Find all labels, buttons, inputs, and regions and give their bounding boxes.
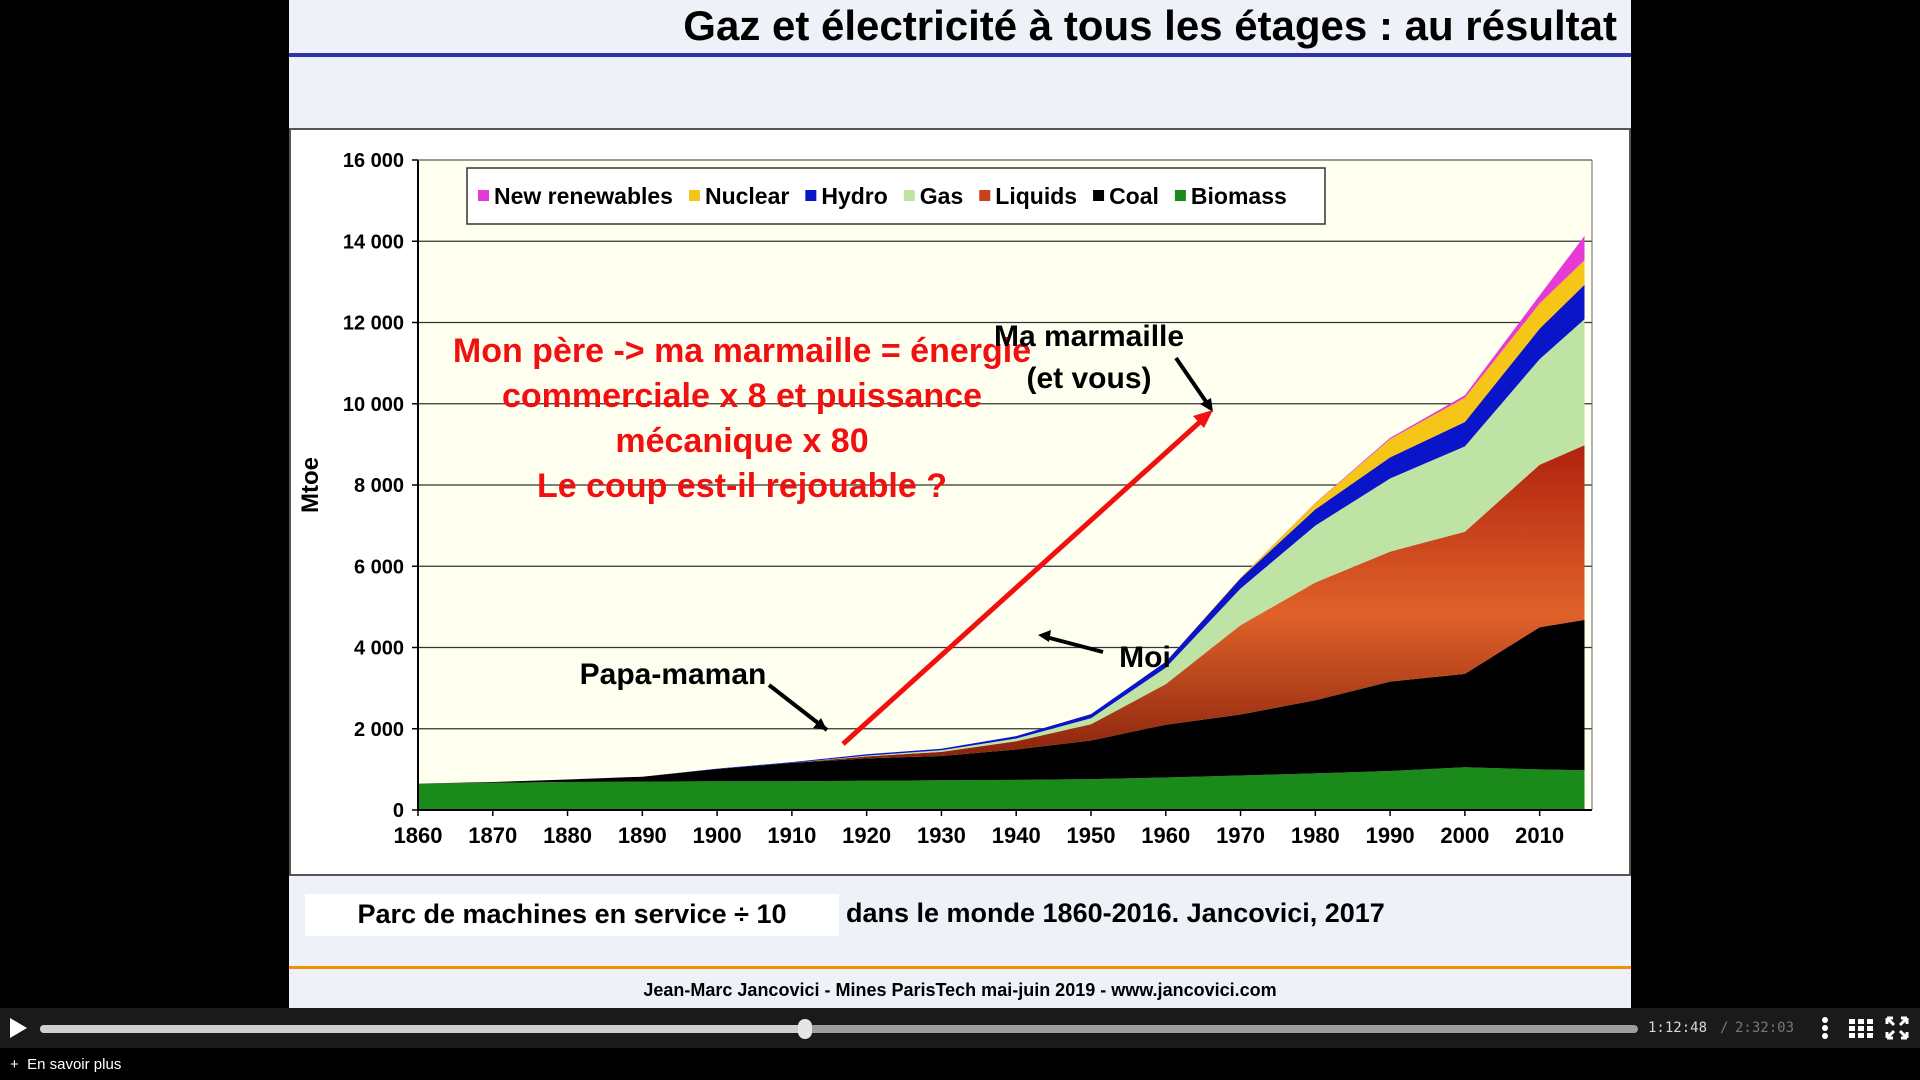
slide-title: Gaz et électricité à tous les étages : a… (683, 2, 1617, 49)
arrow-moi (1045, 635, 1104, 654)
current-time: 1:12:48 (1648, 1020, 1708, 1036)
label-papa-maman: Papa-maman (580, 658, 767, 691)
x-tick-label: 1900 (693, 823, 742, 848)
caption-text: dans le monde 1860-2016. Jancovici, 2017 (846, 898, 1385, 928)
arrow-papa (767, 683, 829, 732)
red-growth-arrowhead (1193, 410, 1213, 428)
annotations: Mon père -> ma marmaille = énergie commer… (453, 320, 1213, 746)
red-annotation-line: mécanique x 80 (615, 422, 868, 460)
y-axis-label: Mtoe (297, 457, 324, 513)
red-growth-arrow (841, 419, 1203, 746)
legend-swatch (478, 190, 489, 201)
y-tick-label: 8 000 (354, 475, 404, 497)
plus-icon: + (10, 1056, 19, 1073)
time-separator: / (1720, 1020, 1729, 1036)
stacked-areas (418, 236, 1585, 810)
legend-swatch (903, 190, 915, 201)
legend-label: Liquids (995, 183, 1077, 209)
y-tick-label: 0 (393, 800, 404, 822)
y-tick-label: 2 000 (354, 719, 404, 741)
footer-divider (289, 966, 1631, 969)
y-tick-label: 16 000 (343, 150, 404, 172)
area-coal (418, 619, 1585, 784)
fullscreen-icon[interactable] (1884, 1015, 1910, 1041)
legend-swatch (1174, 190, 1186, 201)
legend-swatch (979, 190, 991, 201)
learn-more-label: En savoir plus (27, 1056, 122, 1073)
progress-bar[interactable] (40, 1019, 1638, 1039)
x-tick-label: 1970 (1216, 823, 1265, 848)
x-tick-label: 1930 (917, 823, 966, 848)
area-biomass (418, 767, 1585, 810)
learn-more-link[interactable]: + En savoir plus (10, 1056, 121, 1073)
legend-label: New renewables (494, 183, 673, 209)
legend-label: Nuclear (705, 183, 789, 209)
red-annotation-line: Mon père -> ma marmaille = énergie (453, 332, 1031, 370)
x-tick-label: 2000 (1440, 823, 1489, 848)
y-tick-label: 12 000 (343, 313, 404, 335)
x-tick-label: 1960 (1141, 823, 1190, 848)
progress-scrubber[interactable] (798, 1019, 813, 1039)
arrow-marmaille (1174, 356, 1211, 408)
legend: New renewables Nuclear Hydro Gas Liquids Coal… (466, 167, 1326, 225)
red-annotation-line: commerciale x 8 et puissance (502, 377, 982, 415)
label-marmaille: (et vous) (1026, 362, 1151, 395)
bottom-bar: + En savoir plus (0, 1048, 1920, 1080)
y-tick-label: 6 000 (354, 556, 404, 578)
arrowhead-moi (1038, 630, 1051, 642)
energy-chart: 0 2 000 4 000 6 000 8 000 10 000 12 000 14 000 1… (297, 150, 1593, 848)
y-tick-label: 14 000 (343, 231, 404, 253)
legend-label: Biomass (1191, 183, 1287, 209)
x-tick-label: 1880 (543, 823, 592, 848)
area-gas (418, 319, 1585, 784)
x-tick-label: 1910 (767, 823, 816, 848)
x-tick-label: 1980 (1291, 823, 1340, 848)
arrowhead-papa (813, 718, 827, 730)
legend-label: Hydro (821, 183, 887, 209)
x-tick-label: 2010 (1515, 823, 1564, 848)
x-tick-label: 1890 (618, 823, 667, 848)
axes: 0 2 000 4 000 6 000 8 000 10 000 12 000 14 000 1… (297, 150, 1593, 848)
label-moi: Moi (1119, 641, 1171, 674)
legend-label: Coal (1109, 183, 1159, 209)
y-tick-label: 10 000 (343, 394, 404, 416)
area-liquids (418, 445, 1585, 784)
x-tick-label: 1860 (394, 823, 443, 848)
player-controls: 1:12:48 / 2:32:03 (0, 1008, 1920, 1048)
x-tick-label: 1950 (1067, 823, 1116, 848)
chart-frame: 0 2 000 4 000 6 000 8 000 10 000 12 000 14 000 1… (289, 128, 1631, 876)
legend-swatch (805, 190, 817, 201)
play-icon[interactable] (6, 1016, 30, 1040)
y-tick-label: 4 000 (354, 638, 404, 660)
slide: Gaz et électricité à tous les étages : a… (289, 0, 1631, 1008)
label-marmaille: Ma marmaille (994, 320, 1184, 353)
more-vertical-icon[interactable] (1812, 1015, 1838, 1041)
red-annotation-line: Le coup est-il rejouable ? (537, 467, 947, 505)
legend-swatch (1093, 190, 1105, 201)
legend-swatch (688, 190, 700, 201)
legend-label: Gas (920, 183, 963, 209)
x-tick-label: 1990 (1366, 823, 1415, 848)
total-time: 2:32:03 (1735, 1020, 1795, 1036)
caption-box: Parc de machines en service ÷ 10 (305, 894, 839, 936)
x-tick-label: 1870 (468, 823, 517, 848)
arrowhead-marmaille (1200, 398, 1213, 412)
x-tick-label: 1940 (992, 823, 1041, 848)
progress-played (40, 1025, 806, 1033)
chapters-grid-icon[interactable] (1848, 1015, 1874, 1041)
title-divider (289, 53, 1631, 57)
x-tick-label: 1920 (842, 823, 891, 848)
slide-footer: Jean-Marc Jancovici - Mines ParisTech ma… (643, 980, 1277, 1000)
